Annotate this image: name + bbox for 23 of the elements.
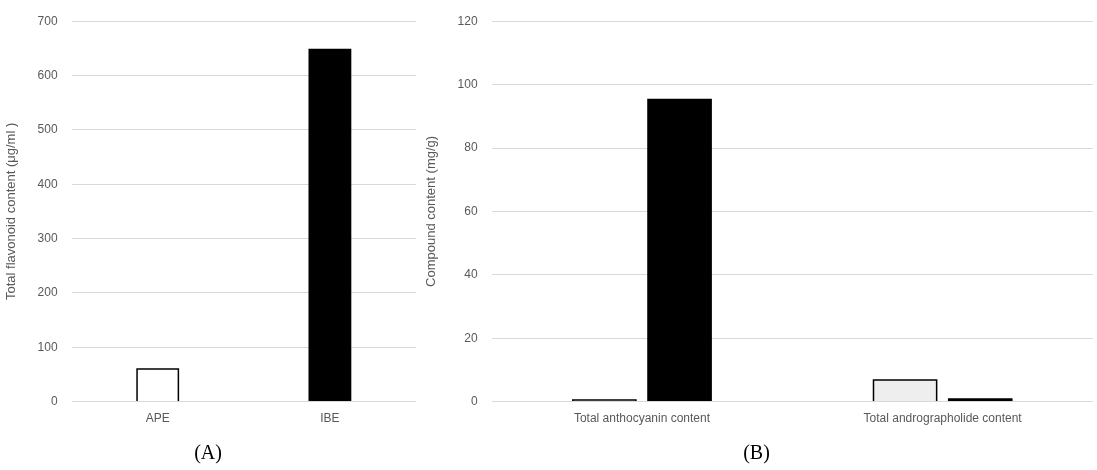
y-tick-label: 60 <box>464 203 478 218</box>
y-tick-label: 300 <box>37 230 58 245</box>
y-tick-label: 500 <box>37 122 58 137</box>
text: (A) <box>194 441 222 465</box>
y-tick-label: 200 <box>37 285 58 300</box>
y-tick-label: 40 <box>464 267 478 282</box>
x-tick-label: Total andrographolide content <box>863 411 1023 426</box>
y-axis-title: Compound content (mg/g) <box>423 135 439 287</box>
y-tick-label: 100 <box>37 339 58 354</box>
y-tick-label: 400 <box>37 176 58 191</box>
x-tick-label: IBE <box>320 411 340 426</box>
y-tick-label: 120 <box>457 13 478 28</box>
y-tick-label: 0 <box>470 393 478 408</box>
y-axis-title: Total flavonoid content (μg/ml ) <box>3 122 19 301</box>
y-tick-label: 600 <box>37 67 58 82</box>
x-tick-label: APE <box>145 411 170 426</box>
y-tick-label: 700 <box>37 13 58 28</box>
y-tick-label: 20 <box>464 330 478 345</box>
text: (B) <box>743 441 770 465</box>
y-tick-label: 100 <box>457 76 478 91</box>
x-tick-label: Total anthocyanin content <box>573 411 711 426</box>
y-tick-label: 80 <box>464 140 478 155</box>
y-tick-label: 0 <box>50 393 58 408</box>
